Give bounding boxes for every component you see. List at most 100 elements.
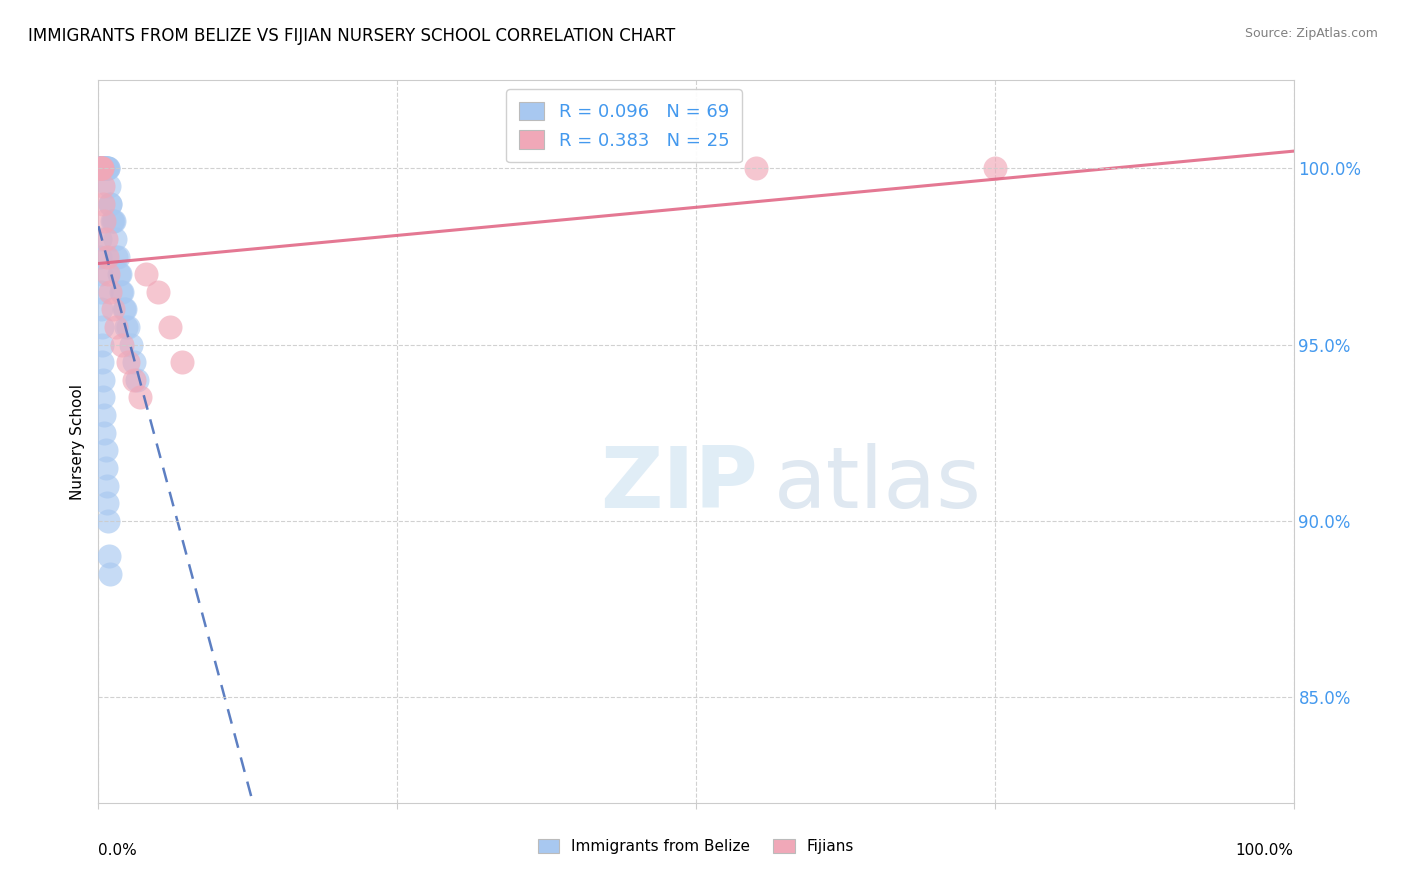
Point bbox=[98, 549, 121, 563]
Point bbox=[91, 161, 114, 176]
Point bbox=[98, 285, 122, 299]
Point bbox=[91, 161, 114, 176]
Point bbox=[96, 161, 118, 176]
Point bbox=[89, 161, 111, 176]
Point bbox=[94, 232, 117, 246]
Point bbox=[93, 161, 115, 176]
Point bbox=[91, 196, 114, 211]
Point bbox=[90, 161, 112, 176]
Point bbox=[91, 161, 114, 176]
Point bbox=[98, 196, 122, 211]
Point bbox=[108, 267, 131, 281]
Point bbox=[90, 161, 112, 176]
Point bbox=[100, 214, 122, 228]
Point bbox=[91, 161, 114, 176]
Point bbox=[90, 285, 112, 299]
Point bbox=[112, 302, 135, 317]
Point bbox=[115, 320, 138, 334]
Point bbox=[90, 161, 112, 176]
Point bbox=[91, 161, 114, 176]
Point bbox=[91, 161, 114, 176]
Point bbox=[97, 514, 120, 528]
Text: 0.0%: 0.0% bbox=[98, 843, 138, 857]
Point bbox=[97, 161, 120, 176]
Point bbox=[89, 161, 111, 176]
Point bbox=[129, 391, 152, 405]
Point bbox=[94, 161, 117, 176]
Point bbox=[159, 320, 181, 334]
Point bbox=[91, 373, 114, 387]
Point bbox=[89, 161, 111, 176]
Point bbox=[98, 566, 122, 581]
Point bbox=[104, 232, 127, 246]
Point bbox=[90, 161, 112, 176]
Point bbox=[107, 250, 129, 264]
Point bbox=[97, 267, 120, 281]
Point bbox=[91, 355, 114, 369]
Text: ZIP: ZIP bbox=[600, 443, 758, 526]
Point bbox=[101, 214, 124, 228]
Point bbox=[97, 161, 120, 176]
Point bbox=[90, 161, 112, 176]
Point bbox=[172, 355, 194, 369]
Text: 100.0%: 100.0% bbox=[1236, 843, 1294, 857]
Point bbox=[91, 161, 114, 176]
Point bbox=[91, 161, 114, 176]
Point bbox=[91, 391, 114, 405]
Point bbox=[111, 285, 134, 299]
Point bbox=[94, 443, 117, 458]
Point bbox=[96, 478, 118, 492]
Point bbox=[91, 161, 114, 176]
Point bbox=[94, 161, 117, 176]
Point bbox=[91, 179, 114, 194]
Point bbox=[111, 337, 134, 351]
Point bbox=[93, 161, 115, 176]
Point bbox=[93, 408, 115, 422]
Point bbox=[105, 320, 128, 334]
Legend: Immigrants from Belize, Fijians: Immigrants from Belize, Fijians bbox=[531, 832, 860, 860]
Point bbox=[89, 161, 111, 176]
Text: atlas: atlas bbox=[773, 443, 981, 526]
Point bbox=[984, 161, 1007, 176]
Point bbox=[98, 179, 121, 194]
Point bbox=[93, 161, 115, 176]
Point bbox=[90, 267, 112, 281]
Point bbox=[90, 161, 112, 176]
Point bbox=[93, 425, 115, 440]
Point bbox=[91, 337, 114, 351]
Point bbox=[120, 337, 142, 351]
Point bbox=[124, 373, 146, 387]
Point bbox=[94, 461, 117, 475]
Point bbox=[91, 161, 114, 176]
Text: Source: ZipAtlas.com: Source: ZipAtlas.com bbox=[1244, 27, 1378, 40]
Point bbox=[135, 267, 157, 281]
Point bbox=[93, 161, 115, 176]
Point bbox=[117, 355, 139, 369]
Point bbox=[89, 232, 111, 246]
Point bbox=[91, 161, 114, 176]
Point bbox=[91, 320, 114, 334]
Point bbox=[89, 161, 111, 176]
Point bbox=[89, 161, 111, 176]
Point bbox=[103, 214, 125, 228]
Point bbox=[93, 214, 115, 228]
Point bbox=[91, 161, 114, 176]
Point bbox=[107, 267, 129, 281]
Text: IMMIGRANTS FROM BELIZE VS FIJIAN NURSERY SCHOOL CORRELATION CHART: IMMIGRANTS FROM BELIZE VS FIJIAN NURSERY… bbox=[28, 27, 675, 45]
Point bbox=[89, 250, 111, 264]
Point bbox=[124, 355, 146, 369]
Point bbox=[90, 161, 112, 176]
Point bbox=[110, 285, 132, 299]
Point bbox=[114, 302, 136, 317]
Point bbox=[90, 302, 112, 317]
Point bbox=[96, 496, 118, 510]
Point bbox=[96, 161, 118, 176]
Point bbox=[105, 250, 128, 264]
Y-axis label: Nursery School: Nursery School bbox=[69, 384, 84, 500]
Point bbox=[96, 250, 118, 264]
Point bbox=[148, 285, 170, 299]
Point bbox=[98, 196, 122, 211]
Point bbox=[125, 373, 148, 387]
Point bbox=[101, 302, 124, 317]
Point bbox=[117, 320, 139, 334]
